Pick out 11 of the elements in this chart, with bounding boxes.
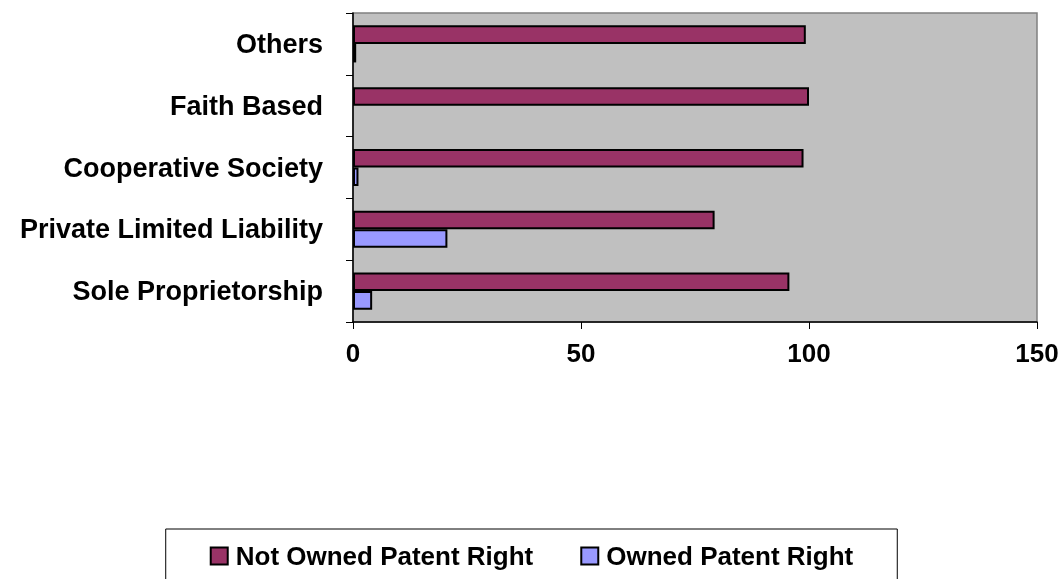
y-tick-label: Cooperative Society [63, 152, 323, 183]
x-tick-label: 50 [566, 338, 596, 368]
x-tick-label: 150 [1015, 338, 1059, 368]
legend-label: Not Owned Patent Right [235, 541, 534, 571]
legend-label: Owned Patent Right [606, 541, 854, 571]
y-tick-label: Private Limited Liability [19, 214, 323, 245]
x-tick-label: 0 [345, 338, 361, 368]
y-tick-label: Others [235, 28, 323, 59]
x-tick-label: 100 [787, 338, 831, 368]
y-tick-label: Faith Based [169, 90, 323, 121]
y-tick-label: Sole Proprietorship [72, 276, 323, 307]
